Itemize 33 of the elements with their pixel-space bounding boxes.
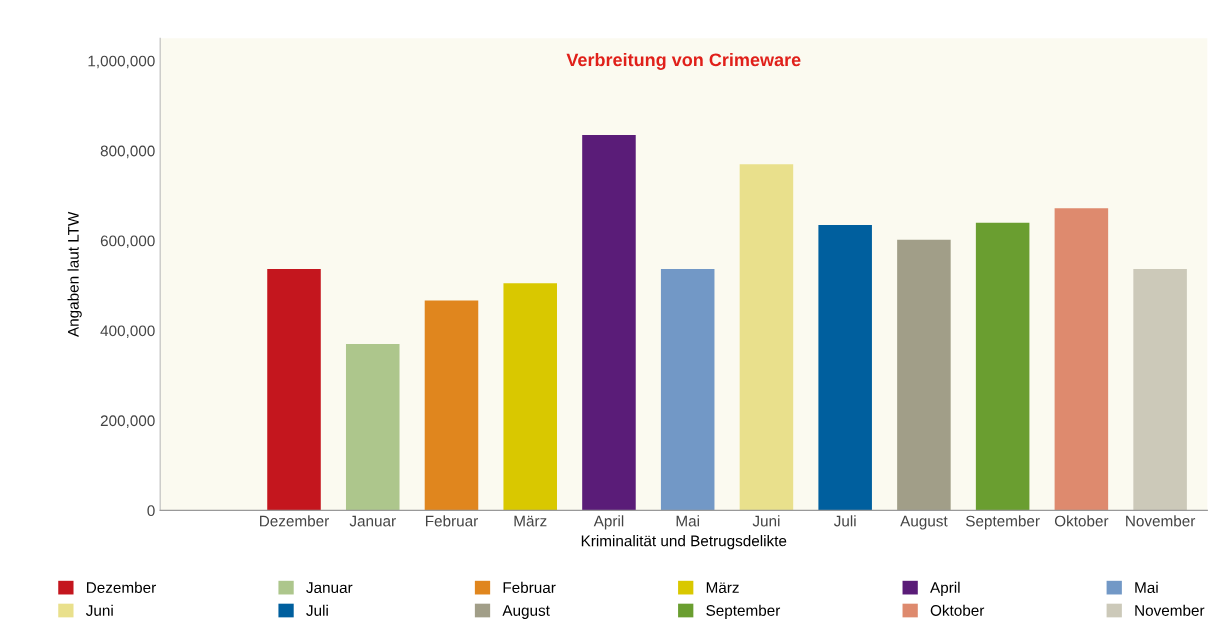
x-tick-label: Juli [833, 515, 856, 527]
legend-label: Juni [85, 604, 113, 616]
legend-label: März [706, 582, 739, 594]
y-tick-label: 400,000 [100, 325, 155, 339]
legend-label: September [706, 604, 781, 619]
y-tick-label: 0 [147, 505, 155, 517]
y-axis-title: Angaben laut LTW [67, 211, 82, 338]
x-tick-label: Mai [676, 515, 699, 527]
x-tick-label: März [514, 515, 547, 527]
x-tick-label: Juni [752, 515, 780, 527]
y-tick-label: 800,000 [100, 145, 155, 159]
x-tick-label: August [900, 515, 948, 530]
x-tick-label: Oktober [1054, 515, 1109, 527]
legend-label: Dezember [87, 581, 156, 594]
x-tick-label: April [593, 515, 624, 530]
y-tick-label: 600,000 [100, 235, 155, 249]
y-tick-label: 1,000,000 [88, 55, 155, 69]
x-tick-label: Januar [349, 515, 396, 527]
x-tick-label: September [965, 515, 1040, 530]
legend-label: Mai [1135, 581, 1158, 594]
y-tick-label: 200,000 [100, 415, 155, 428]
x-tick-label: Februar [426, 515, 478, 527]
legend-label: August [502, 605, 550, 619]
legend-label: Februar [503, 581, 556, 594]
legend-label: Oktober [930, 604, 985, 616]
text: Verbreitung von Crimeware [566, 52, 801, 70]
legend-label: Januar [306, 582, 353, 594]
legend-label: April [930, 581, 960, 597]
legend-label: Juli [306, 604, 328, 616]
x-tick-label: November [1126, 515, 1196, 527]
legend-label: November [1135, 604, 1205, 616]
x-tick-label: Dezember [260, 515, 329, 527]
x-axis-title: Kriminalität und Betrugsdelikte [581, 535, 787, 550]
